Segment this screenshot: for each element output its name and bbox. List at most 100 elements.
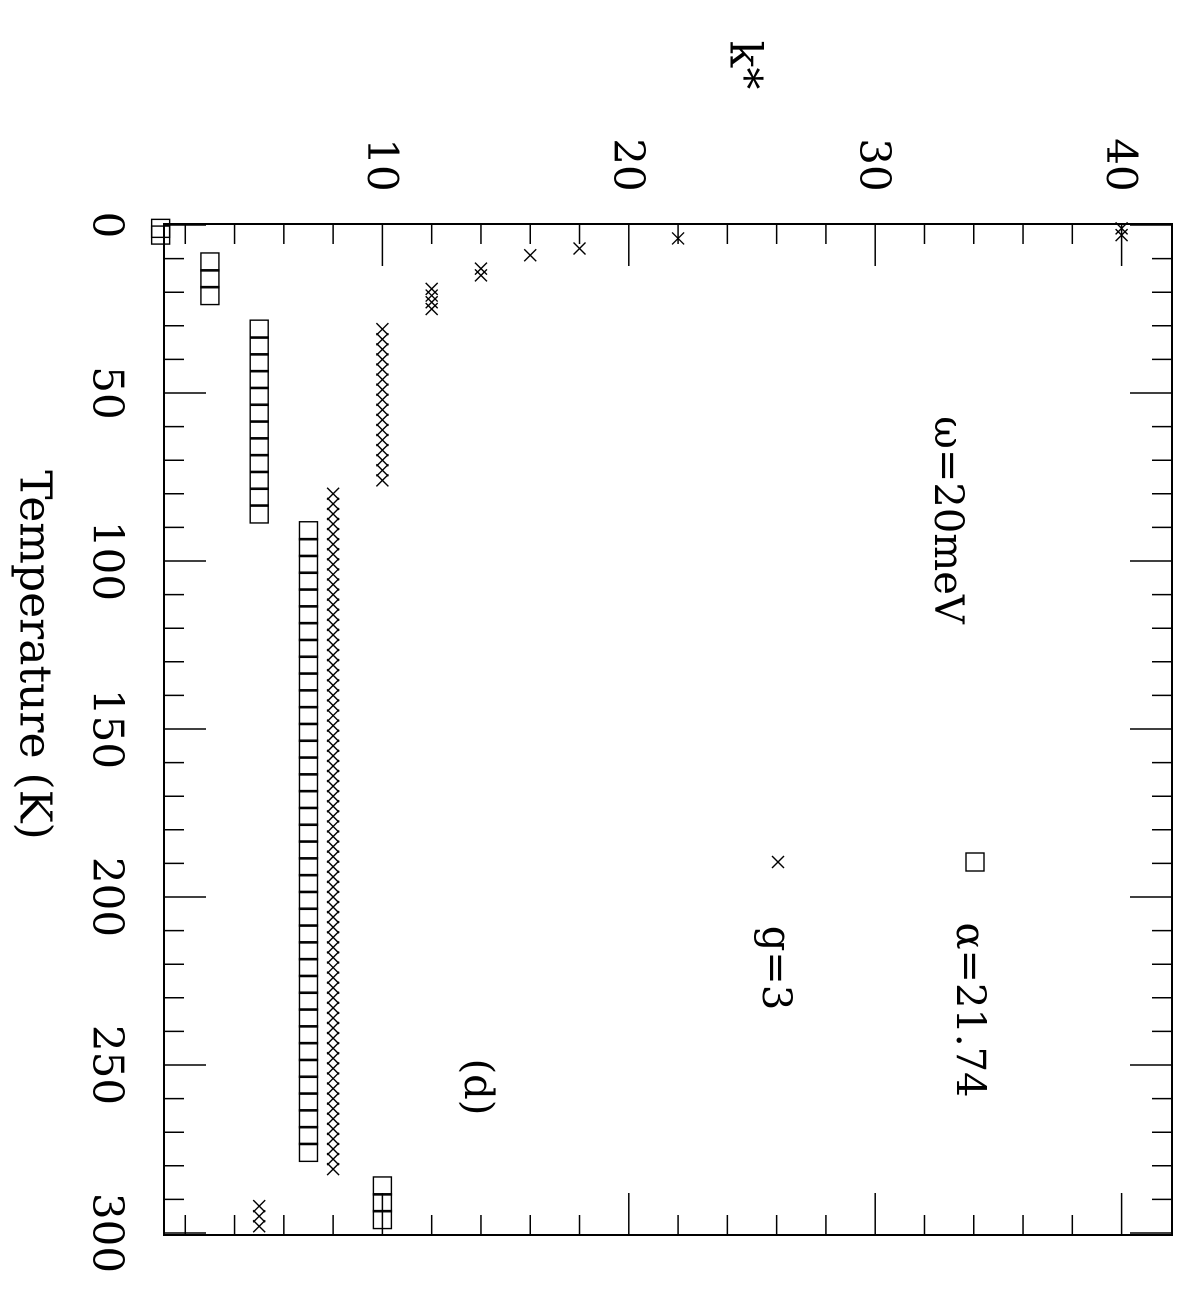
cross-stroke <box>474 268 488 282</box>
data-point-cross <box>326 678 340 692</box>
data-point-cross <box>375 352 389 366</box>
data-point-square <box>298 621 319 642</box>
cross-stroke <box>326 940 340 954</box>
data-point-cross <box>326 1102 340 1116</box>
data-point-cross <box>326 961 340 975</box>
data-point-square <box>249 353 269 373</box>
temperature-tick-label: 300 <box>84 1193 133 1273</box>
data-point-cross <box>474 262 488 276</box>
data-point-cross <box>326 588 340 602</box>
data-marks <box>150 218 1129 1233</box>
data-point-cross <box>326 1142 340 1156</box>
data-point-cross <box>326 971 340 985</box>
legend-square-marker <box>965 852 985 872</box>
data-point-cross <box>326 920 340 934</box>
data-point-cross <box>326 658 340 672</box>
cross-stroke <box>326 678 340 692</box>
data-point-cross <box>375 383 389 397</box>
cross-stroke <box>326 578 340 592</box>
data-point-cross <box>375 463 389 477</box>
data-point-cross <box>326 779 340 793</box>
cross-stroke <box>326 648 340 662</box>
data-point-cross <box>326 1041 340 1055</box>
cross-stroke <box>425 289 439 303</box>
data-point-cross <box>326 991 340 1005</box>
data-point-cross <box>326 950 340 964</box>
data-point-square <box>298 1075 319 1095</box>
cross-stroke <box>326 688 340 702</box>
data-point-square <box>298 974 319 995</box>
data-point-cross <box>326 1051 340 1065</box>
data-point-square <box>249 437 269 457</box>
cross-stroke <box>326 890 340 904</box>
cross-stroke <box>771 855 785 869</box>
data-point-square <box>298 773 319 793</box>
data-point-square <box>298 739 319 759</box>
cross-stroke <box>375 352 389 366</box>
cross-stroke <box>326 638 340 652</box>
data-point-cross <box>326 850 340 864</box>
data-point-cross <box>326 890 340 904</box>
cross-stroke <box>326 658 340 672</box>
data-point-square <box>298 1025 319 1045</box>
data-point-square <box>298 1109 319 1129</box>
data-point-cross <box>326 1092 340 1106</box>
panel-annotation: (d) <box>455 1059 501 1116</box>
data-point-cross <box>375 362 389 376</box>
cross-stroke <box>326 840 340 854</box>
data-point-cross <box>326 648 340 662</box>
data-point-square <box>249 487 269 507</box>
data-point-square <box>298 823 319 843</box>
cross-stroke <box>326 769 340 783</box>
temperature-tick-label: 50 <box>84 366 133 419</box>
data-point-cross <box>326 598 340 612</box>
data-point-square <box>298 857 319 877</box>
data-point-square <box>298 638 319 659</box>
data-point-cross <box>326 1162 340 1176</box>
cross-stroke <box>326 487 340 501</box>
cross-stroke <box>326 1162 340 1176</box>
cross-stroke <box>375 373 389 387</box>
cross-stroke <box>326 1112 340 1126</box>
cross-stroke <box>573 242 587 256</box>
data-point-cross <box>375 373 389 387</box>
data-point-cross <box>326 830 340 844</box>
cross-stroke <box>326 537 340 551</box>
data-point-square <box>200 252 220 272</box>
data-point-square <box>249 453 269 474</box>
cross-stroke <box>375 393 389 407</box>
cross-stroke <box>375 453 389 467</box>
data-point-cross <box>326 547 340 561</box>
kstar-tick-label: 30 <box>851 138 900 191</box>
data-point-cross <box>326 1001 340 1015</box>
cross-stroke <box>326 588 340 602</box>
kstar-tick-label: 40 <box>1097 138 1146 191</box>
cross-stroke <box>375 473 389 487</box>
data-point-square <box>372 1209 393 1230</box>
data-point-cross <box>326 698 340 712</box>
data-point-cross <box>326 628 340 642</box>
data-point-square <box>249 504 269 524</box>
kstar-tick-label: 20 <box>604 138 653 191</box>
data-point-cross <box>326 981 340 995</box>
data-point-cross <box>326 1021 340 1035</box>
data-point-cross <box>1115 228 1129 242</box>
cross-stroke <box>326 950 340 964</box>
data-point-square <box>298 806 319 827</box>
cross-stroke <box>252 1199 266 1213</box>
data-point-cross <box>326 1031 340 1045</box>
data-point-square <box>298 672 319 692</box>
data-point-square <box>249 403 269 423</box>
cross-stroke <box>326 789 340 803</box>
data-point-square <box>249 420 269 440</box>
cross-stroke <box>252 1219 266 1233</box>
data-point-cross <box>326 527 340 541</box>
cross-stroke <box>474 262 488 276</box>
data-point-square <box>298 537 319 558</box>
cross-stroke <box>326 1031 340 1045</box>
cross-stroke <box>671 231 685 245</box>
cross-stroke <box>326 991 340 1005</box>
cross-stroke <box>375 332 389 346</box>
data-point-cross <box>375 342 389 356</box>
data-point-cross <box>326 517 340 531</box>
